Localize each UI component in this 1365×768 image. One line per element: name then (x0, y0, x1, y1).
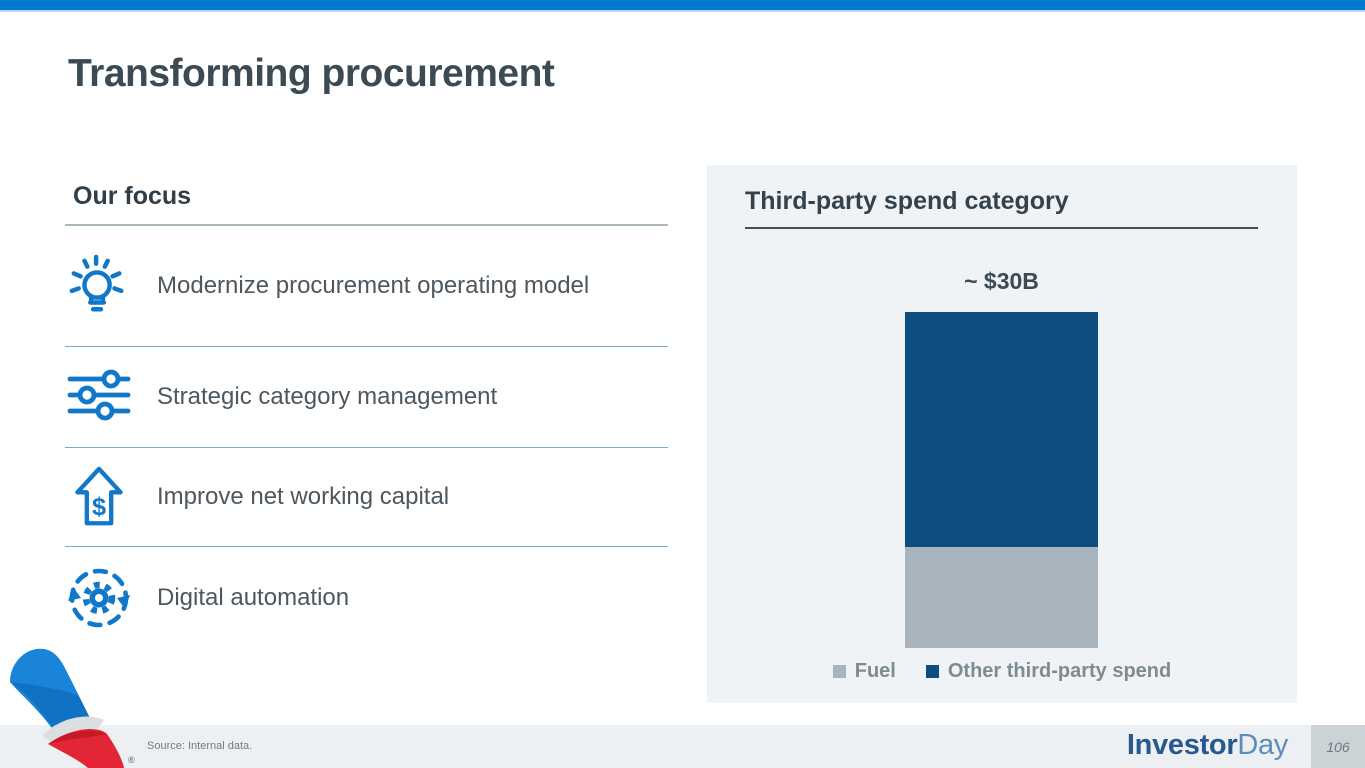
list-item: Digital automation (65, 547, 668, 649)
list-item: $ Improve net working capital (65, 448, 668, 547)
legend-swatch-other-third-party-spend (925, 665, 939, 678)
sliders-icon (65, 365, 133, 429)
wordmark-investor: Investor (1126, 729, 1238, 761)
source-note: Source: Internal data. (147, 740, 253, 752)
focus-item-label: Strategic category management (157, 383, 498, 410)
bar-total-label: ~ $30B (964, 268, 1039, 294)
focus-item-label: Modernize procurement operating model (157, 272, 590, 299)
legend-swatch-fuel (832, 665, 846, 678)
page-title: Transforming procurement (68, 52, 555, 95)
top-accent-subline (0, 10, 1365, 12)
list-item: Strategic category management (65, 347, 668, 448)
stacked-bar (905, 312, 1098, 648)
american-airlines-logo (10, 648, 124, 768)
wordmark-day: Day (1237, 729, 1288, 761)
svg-text:$: $ (92, 493, 106, 521)
focus-item-label: Improve net working capital (157, 483, 450, 510)
spend-panel-heading: Third-party spend category (745, 187, 1258, 229)
focus-heading: Our focus (65, 182, 668, 226)
list-item: Modernize procurement operating model (65, 226, 668, 347)
registered-trademark: ® (128, 755, 135, 765)
page-number-box: 106 (1311, 725, 1365, 768)
focus-section: Our focus Modernize procurement operatin… (65, 182, 668, 649)
legend-entry-other-third-party-spend: Other third-party spend (925, 660, 1172, 683)
lightbulb-icon (65, 253, 133, 319)
dollar-arrow-up-icon: $ (65, 464, 133, 530)
top-accent-bar (0, 0, 1365, 10)
focus-item-label: Digital automation (157, 584, 350, 611)
page-number: 106 (1326, 738, 1350, 755)
investor-day-wordmark: InvestorDay (1127, 729, 1288, 762)
bar-segment-other-third-party-spend (905, 312, 1098, 547)
legend-label: Fuel (854, 660, 896, 682)
chart-legend: Fuel Other third-party spend (707, 660, 1297, 683)
legend-label: Other third-party spend (947, 660, 1172, 682)
spend-panel: Third-party spend category ~ $30B Fuel O… (707, 165, 1297, 703)
footer-bar: Source: Internal data. InvestorDay 106 (0, 725, 1365, 768)
legend-entry-fuel: Fuel (832, 660, 896, 683)
gear-cycle-icon (65, 565, 133, 631)
bar-segment-fuel (905, 547, 1098, 648)
